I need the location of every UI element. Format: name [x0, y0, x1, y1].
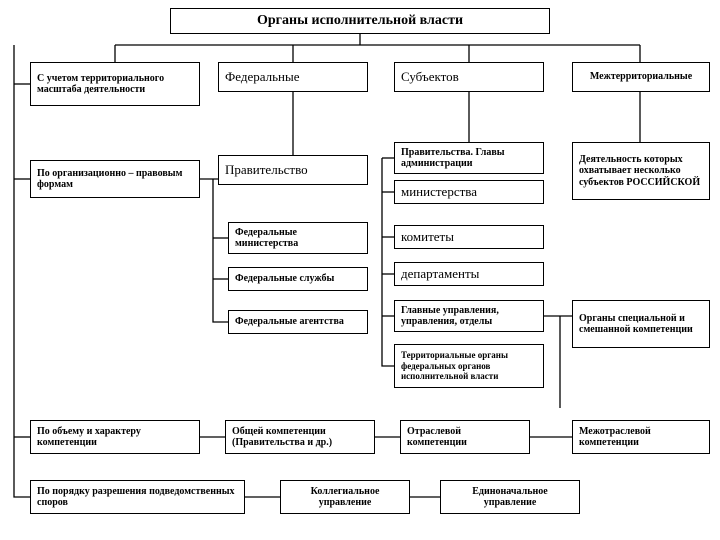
node-divisions: Главные управления, управления, отделы — [394, 300, 544, 332]
node-federal-ministries: Федеральные министерства — [228, 222, 368, 254]
node-federal-services: Федеральные службы — [228, 267, 368, 291]
node-orgform-criterion: По организационно – правовым формам — [30, 160, 200, 198]
diagram-canvas: Органы исполнительной власти С учетом те… — [0, 0, 720, 540]
node-dispute-criterion: По порядку разрешения подведомственных с… — [30, 480, 245, 514]
node-activity: Деятельность которых охватывает нескольк… — [572, 142, 710, 200]
node-scale-criterion: С учетом территориального масштаба деяте… — [30, 62, 200, 106]
node-collegial: Коллегиальное управление — [280, 480, 410, 514]
node-ministries: министерства — [394, 180, 544, 204]
node-subjects: Субъектов — [394, 62, 544, 92]
node-federal: Федеральные — [218, 62, 368, 92]
node-committees: комитеты — [394, 225, 544, 249]
node-interterritorial: Межтерриториальные — [572, 62, 710, 92]
node-interbranch-comp: Межотраслевой компетенции — [572, 420, 710, 454]
node-branch-comp: Отраслевой компетенции — [400, 420, 530, 454]
node-federal-agencies: Федеральные агентства — [228, 310, 368, 334]
node-special: Органы специальной и смешанной компетенц… — [572, 300, 710, 348]
node-volume-criterion: По объему и характеру компетенции — [30, 420, 200, 454]
node-title: Органы исполнительной власти — [170, 8, 550, 34]
node-government: Правительство — [218, 155, 368, 185]
node-departments: департаменты — [394, 262, 544, 286]
node-heads: Правительства. Главы администрации — [394, 142, 544, 174]
node-single: Единоначальное управление — [440, 480, 580, 514]
node-general-comp: Общей компетенции (Правительства и др.) — [225, 420, 375, 454]
node-territorial-organs: Территориальные органы федеральных орган… — [394, 344, 544, 388]
